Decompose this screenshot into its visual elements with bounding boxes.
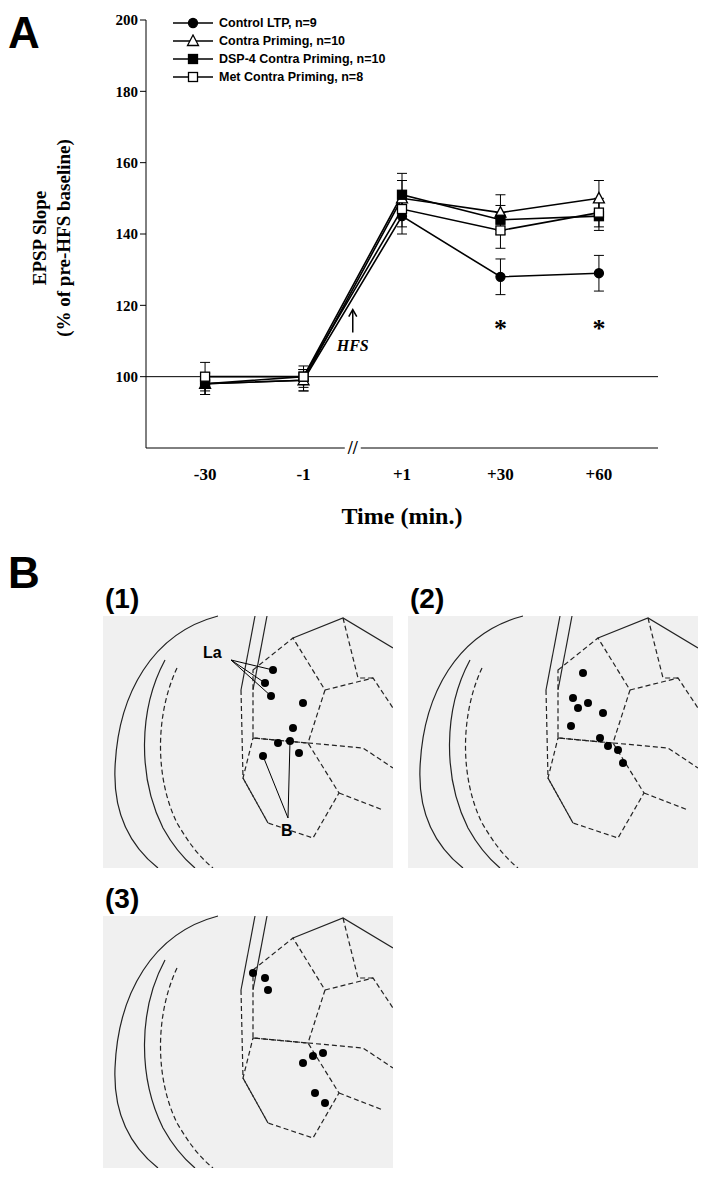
html-text:DSP-4 Contra Priming, n=10: DSP-4 Contra Priming, n=10 [219,52,386,66]
svg-text:+60: +60 [586,465,613,484]
html-text:A: A [8,8,40,57]
svg-text:La: La [203,644,222,661]
svg-text://: // [347,438,359,458]
html-text:Contra Priming, n=10: Contra Priming, n=10 [219,34,346,48]
svg-text:180: 180 [116,84,139,100]
html-text:B: B [8,548,40,597]
svg-text:(1): (1) [105,583,139,614]
svg-text:(2): (2) [410,583,444,614]
html-text:EPSP Slope: EPSP Slope [29,190,50,286]
svg-text:*: * [592,314,605,343]
svg-text:200: 200 [116,12,139,28]
svg-text:+30: +30 [487,465,514,484]
svg-text:Time (min.): Time (min.) [342,503,463,529]
svg-text:160: 160 [116,155,139,171]
html-text:Met Contra Priming, n=8: Met Contra Priming, n=8 [219,70,364,84]
svg-text:(3): (3) [105,883,139,914]
html-text:(% of pre-HFS baseline): (% of pre-HFS baseline) [53,139,74,337]
svg-text:140: 140 [116,226,139,242]
svg-text:100: 100 [116,369,139,385]
svg-text:-1: -1 [296,465,310,484]
svg-text:120: 120 [116,298,139,314]
svg-text:+1: +1 [393,465,411,484]
svg-text:B: B [281,822,293,839]
html-text:Control LTP, n=9: Control LTP, n=9 [219,16,317,30]
svg-text:*: * [494,314,507,343]
svg-text:-30: -30 [194,465,217,484]
svg-text:HFS: HFS [336,337,369,354]
